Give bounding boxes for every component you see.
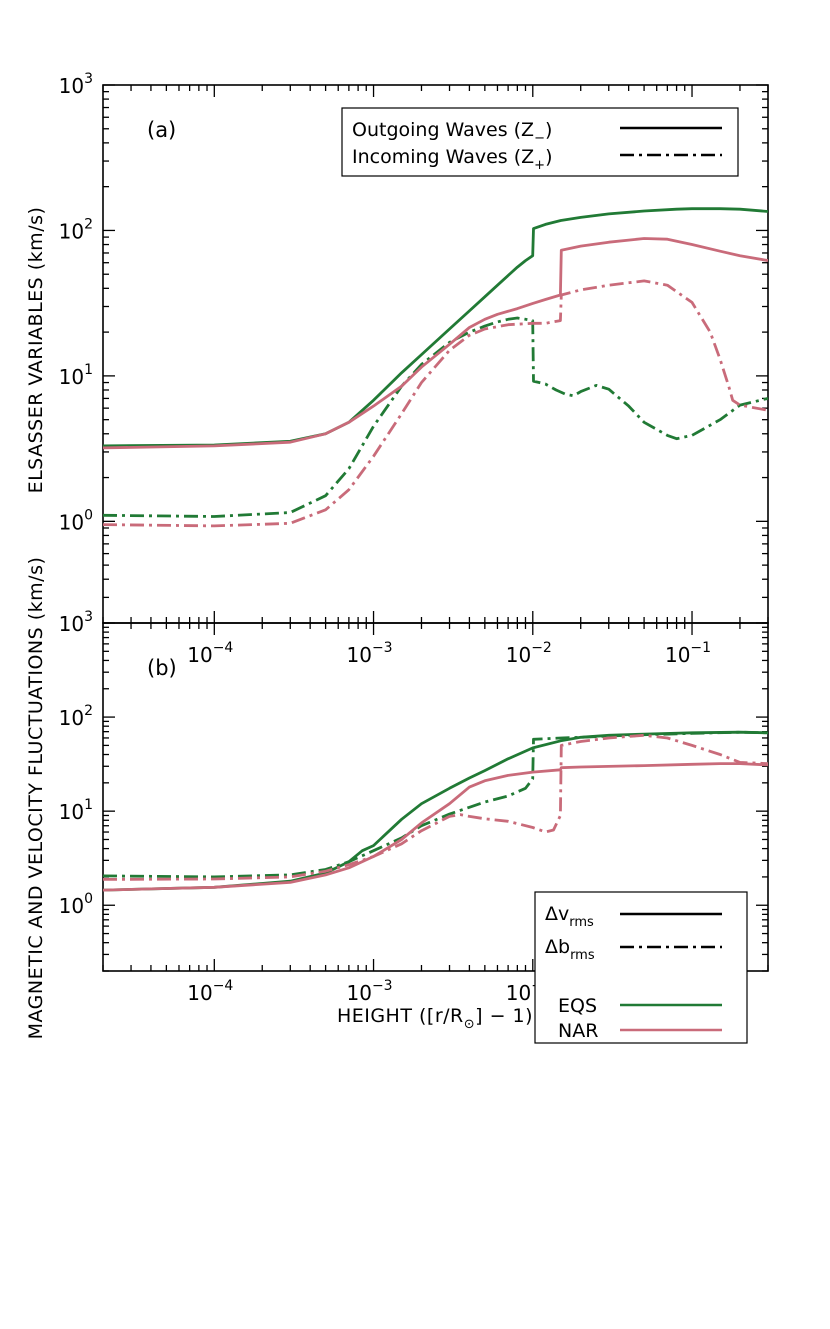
panel-b-y-tick-labels: 100 101 102 103 [59, 609, 93, 918]
series-eqs-z- [103, 207, 768, 448]
series-nar-z- [103, 279, 768, 528]
series-nar-db-rms [103, 733, 768, 881]
legend-eqs: EQS [558, 995, 597, 1017]
series-eqs-dv-rms [103, 730, 768, 892]
y-tick-label: 100 [59, 891, 93, 918]
y-tick-label: 100 [59, 507, 93, 534]
panel-b-legend-box [534, 891, 748, 1044]
x-tick-label: 10−3 [346, 640, 392, 667]
series-eqs-z- [103, 316, 768, 518]
panel-b-y-axis-title: MAGNETIC AND VELOCITY FLUCTUATIONS (km/s… [25, 557, 47, 1040]
panel-b-frame [102, 622, 769, 972]
legend-nar: NAR [558, 1020, 598, 1042]
panel-a-y-tick-labels: 100 101 102 103 [59, 71, 93, 534]
panel-b-label: (b) [147, 656, 177, 680]
x-tick-label: 10−2 [506, 640, 552, 667]
x-tick-label: 10−4 [187, 978, 233, 1005]
x-tick-label: 10−3 [346, 978, 392, 1005]
panel-a-label: (a) [147, 118, 176, 142]
panel-a-elsasser-variables: 100 101 102 103 10−4 10−3 10−2 10−1 (a) ELSASS… [25, 71, 769, 667]
panel-a-legend-box [341, 107, 739, 177]
series-nar-z- [103, 237, 768, 450]
y-tick-label: 103 [59, 71, 93, 98]
legend-outgoing-waves: Outgoing Waves (Z−) [352, 119, 552, 146]
y-tick-label: 102 [59, 703, 93, 730]
y-tick-label: 102 [59, 216, 93, 243]
x-tick-label: 10−1 [665, 640, 711, 667]
panel-a-ticks [102, 84, 769, 624]
panel-a-x-tick-labels: 10−4 10−3 10−2 10−1 [187, 640, 711, 667]
series-nar-dv-rms [103, 762, 768, 892]
y-tick-label: 103 [59, 609, 93, 636]
series-eqs-db-rms [103, 730, 768, 879]
panel-a-series [103, 207, 768, 528]
x-axis-title: HEIGHT ([r/R⊙] − 1) [337, 1005, 533, 1032]
panel-a-y-axis-title: ELSASSER VARIABLES (km/s) [25, 207, 47, 494]
panel-b-legend: Δvrms Δbrms EQS NAR [534, 891, 748, 1044]
y-tick-label: 101 [59, 362, 93, 389]
y-tick-label: 101 [59, 797, 93, 824]
panel-b-fluctuations: 100 101 102 103 10−4 10−3 10−2 10−1 (b) MAGNET… [25, 557, 769, 1044]
legend-incoming-waves: Incoming Waves (Z+) [352, 146, 553, 173]
x-tick-label: 10−4 [187, 640, 233, 667]
panel-b-series [103, 730, 768, 892]
legend-db-rms: Δbrms [545, 936, 595, 963]
panel-a-legend: Outgoing Waves (Z−) Incoming Waves (Z+) [341, 107, 739, 177]
legend-dv-rms: Δvrms [545, 903, 594, 930]
